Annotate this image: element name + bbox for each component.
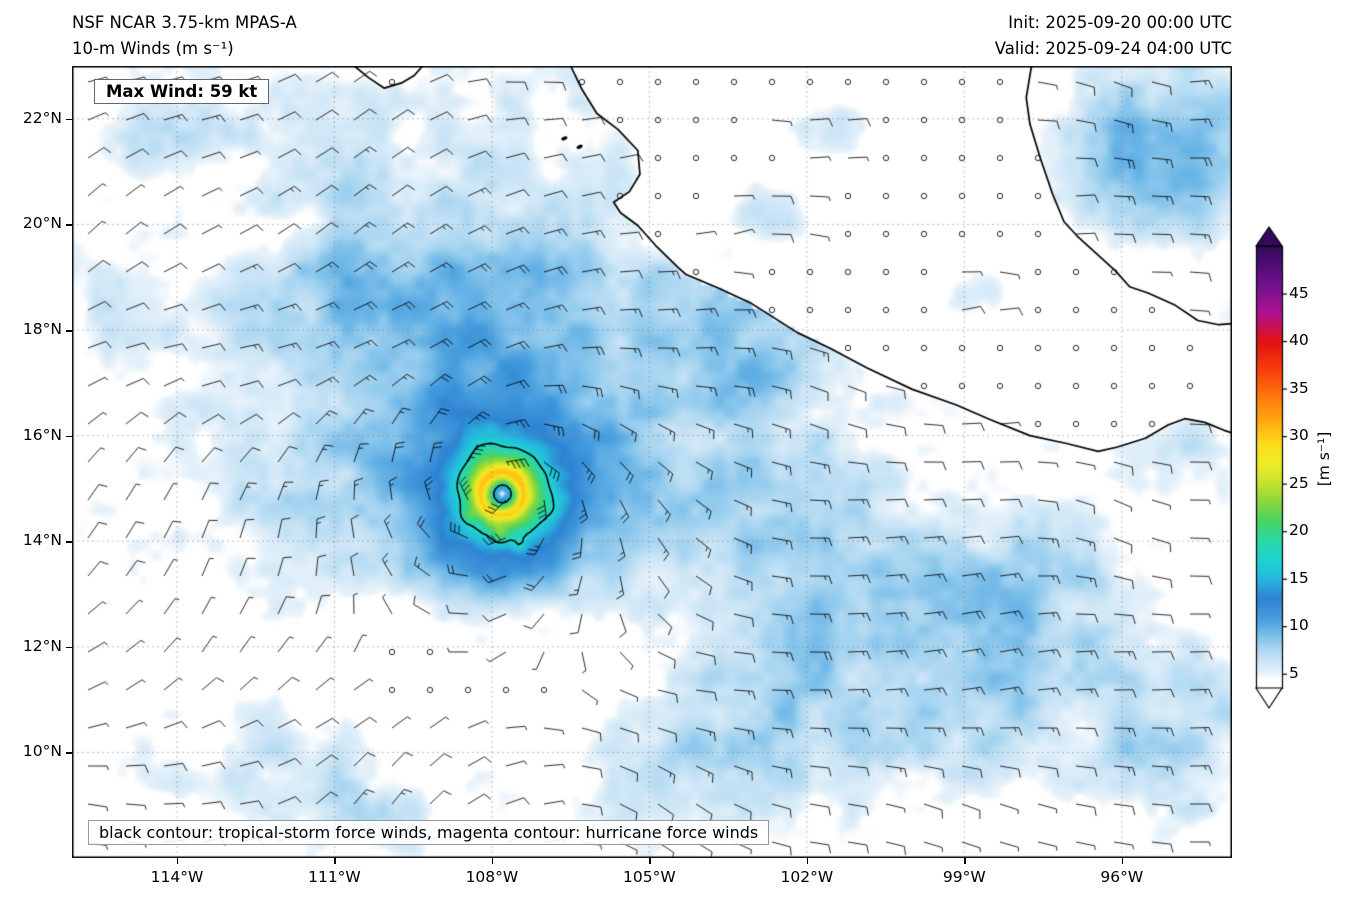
y-tick-mark [66,118,72,121]
y-tick-mark [66,435,72,438]
x-tick-label: 111°W [308,868,361,886]
colorbar-tick-label: 10 [1289,616,1309,635]
x-tick-label: 105°W [623,868,676,886]
init-time: Init: 2025-09-20 00:00 UTC [1008,13,1232,32]
x-tick-mark [649,858,651,864]
x-tick-mark [964,858,966,864]
x-tick-label: 114°W [150,868,204,886]
time-block: Init: 2025-09-20 00:00 UTC Valid: 2025-0… [995,10,1232,62]
y-tick-label: 16°N [22,425,62,444]
colorbar-tick-label: 15 [1289,568,1309,587]
y-tick-mark [66,224,72,226]
x-tick-mark [176,858,179,864]
colorbar-tick-label: 35 [1289,378,1309,397]
colorbar-tick-label: 25 [1289,473,1309,492]
x-tick-mark [806,858,809,864]
colorbar-tick-label: 40 [1289,331,1309,350]
valid-time: Valid: 2025-09-24 04:00 UTC [994,39,1232,58]
x-tick-mark [1121,858,1124,864]
y-tick-mark [66,646,72,649]
y-tick-label: 10°N [22,742,62,761]
y-tick-mark [66,541,72,543]
colorbar-tick-label: 30 [1289,426,1309,445]
max-wind-badge: Max Wind: 59 kt [94,79,270,104]
map-plot: Max Wind: 59 kt black contour: tropical-… [72,66,1232,858]
y-tick-mark [66,752,72,754]
x-tick-label: 108°W [465,868,519,886]
title-block: NSF NCAR 3.75-km MPAS-A 10-m Winds (m s⁻… [72,10,297,62]
colorbar-tick-label: 20 [1289,521,1309,540]
y-tick-label: 12°N [22,636,62,655]
colorbar-tick-label: 5 [1289,663,1299,682]
contour-caption: black contour: tropical-storm force wind… [88,820,770,845]
y-tick-label: 20°N [22,214,62,233]
x-tick-label: 99°W [942,868,986,886]
field-title: 10-m Winds (m s⁻¹) [72,39,234,58]
colorbar-units-label: [m s⁻¹] [1315,431,1333,487]
y-tick-label: 18°N [22,320,62,338]
wind-field-canvas [72,66,1232,858]
colorbar-tick-label: 45 [1289,283,1309,302]
x-tick-mark [334,858,336,864]
x-tick-label: 102°W [780,868,834,886]
x-tick-label: 96°W [1100,868,1144,886]
y-tick-mark [66,330,72,332]
y-tick-label: 14°N [22,531,62,550]
x-tick-mark [491,858,494,864]
colorbar [1244,224,1294,714]
y-tick-label: 22°N [22,108,62,127]
model-title: NSF NCAR 3.75-km MPAS-A [72,13,297,32]
